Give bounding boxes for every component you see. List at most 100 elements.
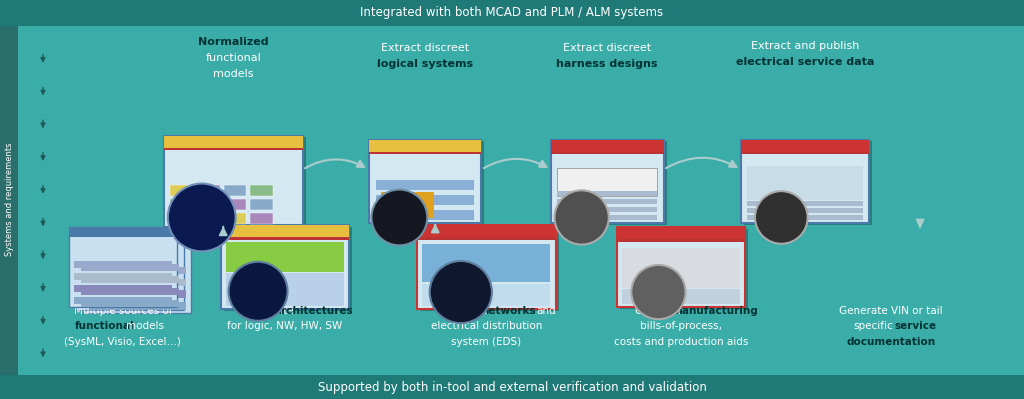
Text: Integrated with both MCAD and PLM / ALM systems: Integrated with both MCAD and PLM / ALM … [360, 6, 664, 19]
Text: bills-of-process,: bills-of-process, [640, 321, 722, 332]
Bar [77, 230, 184, 310]
Text: logical systems: logical systems [377, 59, 473, 69]
Text: Generate: Generate [439, 306, 488, 316]
Ellipse shape [755, 191, 808, 244]
Bar [616, 227, 745, 239]
Text: documentation: documentation [846, 336, 936, 347]
Bar [250, 199, 272, 210]
Bar [741, 152, 868, 154]
Bar [224, 227, 352, 311]
Bar [82, 288, 179, 295]
Text: specific: specific [854, 321, 893, 332]
Text: system (EDS): system (EDS) [452, 336, 521, 347]
Bar [197, 213, 219, 224]
Bar [18, 26, 51, 375]
Bar [412, 192, 434, 218]
Text: architectures: architectures [274, 306, 352, 316]
Bar [748, 166, 862, 200]
Bar [422, 284, 551, 306]
Text: service: service [894, 321, 937, 332]
Bar [741, 140, 868, 152]
Bar [369, 152, 481, 154]
Bar [748, 201, 862, 206]
Bar [197, 185, 219, 196]
Ellipse shape [430, 261, 492, 323]
Bar [82, 276, 179, 283]
Text: Generate: Generate [245, 306, 294, 316]
Bar [223, 213, 246, 224]
Bar [0, 375, 1024, 399]
Bar [164, 136, 303, 227]
Bar [221, 237, 348, 240]
Ellipse shape [168, 184, 236, 251]
Bar [89, 302, 186, 310]
Bar [653, 275, 682, 294]
Bar [89, 267, 186, 274]
Bar [616, 239, 745, 242]
Bar [623, 289, 739, 304]
Bar [89, 279, 186, 286]
Bar [250, 213, 272, 224]
Text: functional: functional [206, 53, 261, 63]
Bar [226, 242, 344, 272]
Bar [557, 168, 657, 196]
Text: Normalized: Normalized [199, 37, 268, 47]
Bar [170, 213, 193, 224]
Bar [223, 185, 246, 196]
Bar [616, 227, 745, 307]
Bar [418, 225, 555, 237]
Bar [82, 264, 179, 271]
Text: functional: functional [75, 321, 134, 332]
Bar [168, 137, 305, 229]
Bar [422, 244, 551, 282]
Bar [743, 141, 872, 225]
Bar [164, 148, 303, 150]
Bar [70, 227, 176, 237]
Bar [376, 195, 474, 205]
Bar [748, 215, 862, 220]
Text: Supported by both in-tool and external verification and validation: Supported by both in-tool and external v… [317, 381, 707, 393]
Text: Generate: Generate [634, 306, 683, 316]
Bar [741, 140, 868, 223]
Bar [197, 199, 219, 210]
Text: harness designs: harness designs [556, 59, 658, 69]
Bar [623, 248, 739, 288]
Bar [250, 185, 272, 196]
Bar [70, 227, 176, 307]
Text: electrical distribution: electrical distribution [431, 321, 542, 332]
Bar [0, 0, 1024, 26]
Text: Extract discreet: Extract discreet [381, 43, 469, 53]
Bar [226, 273, 344, 306]
Text: costs and production aids: costs and production aids [613, 336, 749, 347]
Bar [82, 300, 179, 307]
Bar [557, 215, 657, 220]
Text: Systems and requirements: Systems and requirements [5, 143, 13, 256]
Bar [0, 26, 18, 375]
Text: Multiple sources of: Multiple sources of [74, 306, 172, 316]
Bar [75, 285, 172, 292]
Bar [221, 225, 348, 237]
Bar [75, 261, 172, 268]
Bar [89, 290, 186, 298]
Text: electrical service data: electrical service data [735, 57, 874, 67]
Bar [170, 199, 193, 210]
Bar [551, 140, 664, 152]
Ellipse shape [632, 265, 685, 319]
Text: Generate VIN or tail: Generate VIN or tail [839, 306, 943, 316]
Text: Extract discreet: Extract discreet [563, 43, 651, 53]
Bar [369, 140, 481, 223]
Text: for logic, NW, HW, SW: for logic, NW, HW, SW [227, 321, 342, 332]
Bar [557, 199, 657, 204]
Bar [84, 233, 190, 313]
Bar [51, 26, 1024, 375]
Text: and: and [536, 306, 556, 316]
Bar [381, 192, 403, 218]
Bar [621, 229, 748, 309]
Bar [372, 141, 484, 225]
Bar [221, 225, 348, 309]
Bar [75, 297, 172, 304]
Bar [164, 136, 303, 148]
Text: manufacturing: manufacturing [672, 306, 758, 316]
Bar [418, 225, 555, 309]
Bar [223, 199, 246, 210]
